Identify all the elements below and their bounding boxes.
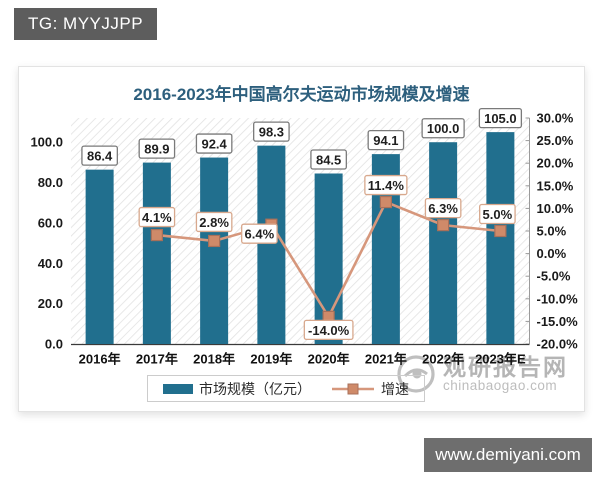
growth-value-label: 11.4% [368,178,405,193]
growth-value-label-box [479,203,516,225]
growth-marker-2023年E [494,224,507,238]
right-axis-tick: 10.0% [537,201,574,216]
bar-value-label: 84.5 [316,152,341,167]
x-axis-label: 2017年 [136,352,178,367]
legend-line-swatch [332,383,374,394]
growth-value-label-box [303,319,354,341]
left-axis-tick: 100.0 [30,135,63,150]
bar-value-label-box [195,133,233,154]
right-axis-tick: -20.0% [537,337,579,352]
bar-value-label-box [478,107,523,129]
x-axis-label: 2022年 [422,352,464,367]
growth-value-label-box [241,223,278,244]
x-axis-label: 2016年 [79,352,121,367]
right-axis-tick: -10.0% [537,291,579,306]
watermark-eye-icon [397,355,435,393]
bar-2018年 [200,157,229,344]
growth-value-label-box [195,211,233,233]
chart-title: 2016-2023年中国高尔夫运动市场规模及增速 [133,85,470,104]
growth-value-label: 6.3% [428,201,458,216]
growth-marker-2018年 [208,234,221,248]
bar-2016年 [85,169,114,344]
growth-value-label: 4.1% [142,210,172,225]
growth-marker-2017年 [150,228,163,242]
growth-value-label-box [364,174,408,196]
chart-card: 2016-2023年中国高尔夫运动市场规模及增速 观研报告网 chinabaog… [18,66,585,412]
bar-2023年E [486,132,515,344]
right-axis-tick: -5.0% [537,269,571,284]
legend-item-market-size: 市场规模（亿元） [163,379,311,399]
growth-value-label-box [424,197,462,219]
growth-marker-2022年 [437,219,450,232]
legend-label-market-size: 市场规模（亿元） [199,380,311,397]
site-watermark-tag: www.demiyani.com [424,438,592,472]
growth-marker-2021年 [379,195,392,209]
growth-value-label: 6.4% [245,227,275,242]
bar-2019年 [257,145,286,344]
tg-watermark-tag: TG: MYYJJPP [14,8,158,40]
right-axis-tick: -15.0% [537,314,579,329]
x-axis-label: 2023年E [475,352,526,367]
left-axis-tick: 60.0 [38,215,63,230]
right-axis-tick: 0.0% [537,246,567,261]
right-axis-tick: 5.0% [537,224,567,239]
bar-value-label-box [367,129,405,151]
x-axis-label: 2021年 [365,352,407,367]
bar-value-label-box [138,138,176,159]
left-axis-tick: 80.0 [38,175,63,190]
watermark-brand: 观研报告网 [443,353,568,380]
bar-value-label: 89.9 [144,142,169,157]
bar-value-label: 86.4 [87,149,113,164]
watermark-domain: chinabaogao.com [443,377,558,393]
growth-value-label: 2.8% [199,215,229,230]
bar-value-label-box [421,118,465,139]
growth-value-label: 5.0% [483,207,513,222]
left-axis-tick: 0.0 [45,337,63,352]
bar-value-label-box [253,121,290,142]
bar-value-label-box [81,145,118,166]
x-axis-label: 2020年 [308,352,350,367]
bar-value-label: 92.4 [201,137,227,152]
left-axis-tick: 40.0 [38,256,63,271]
growth-value-label: -14.0% [308,323,350,338]
legend-bar-swatch [163,383,193,394]
bar-value-label: 94.1 [373,133,398,148]
right-axis-tick: 15.0% [537,178,574,193]
legend-item-growth: 增速 [331,379,409,399]
combo-chart: 30.0% 25.0% 20.0% 15.0% 10.0% 5.0% 0.0% -5.0% -1… [30,107,579,367]
chart-legend: 市场规模（亿元） 增速 [147,375,425,402]
bar-2017年 [142,162,171,344]
x-axis-label: 2018年 [193,352,235,367]
bar-2022年 [429,142,458,344]
right-axis-tick: 25.0% [537,133,574,148]
watermark: 观研报告网 chinabaogao.com [395,353,568,395]
bar-value-label-box [310,149,347,170]
right-axis-tick: 20.0% [537,156,574,171]
bar-value-label: 100.0 [427,121,460,136]
legend-label-growth: 增速 [381,380,409,397]
left-axis-tick: 20.0 [38,296,63,311]
bar-value-label: 98.3 [259,125,284,140]
right-axis-tick: 30.0% [537,111,574,126]
x-axis-label: 2019年 [250,352,292,367]
growth-value-label-box [138,206,176,228]
bar-value-label: 105.0 [484,111,517,126]
